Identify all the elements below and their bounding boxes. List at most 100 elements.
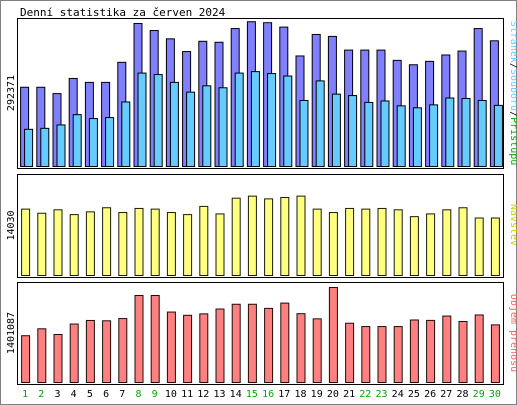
- visits-panel-bar-0-day-17: [280, 196, 290, 277]
- visits-panel-bar-0-day-21: [345, 207, 355, 276]
- day-label-19: 19: [311, 389, 323, 400]
- files-bar-day-10: [169, 81, 179, 167]
- legend-part-0: Stránek: [508, 21, 517, 63]
- files-bar-day-12: [202, 85, 212, 167]
- visits-legend: Návštěv: [508, 204, 517, 246]
- day-label-18: 18: [294, 389, 306, 400]
- chart-title: Denní statistika za červen 2024: [20, 6, 226, 19]
- day-label-11: 11: [181, 389, 193, 400]
- files-bar-day-19: [315, 80, 325, 167]
- day-label-24: 24: [392, 389, 404, 400]
- files-bar-day-1: [24, 128, 34, 167]
- files-bar-day-11: [186, 91, 196, 167]
- hits-files-legend: Stránek/Souborů/Přístupů: [508, 21, 517, 166]
- legend-part-1: /: [508, 63, 517, 69]
- visits-panel-bar-0-day-11: [183, 214, 193, 277]
- visits-panel-bar-0-day-20: [328, 212, 338, 276]
- visits-panel-bar-0-day-15: [247, 195, 257, 276]
- visits-panel-bar-0-day-2: [37, 212, 47, 276]
- files-bar-day-26: [429, 104, 439, 167]
- day-label-22: 22: [359, 389, 371, 400]
- files-bar-day-3: [56, 124, 66, 167]
- day-label-21: 21: [343, 389, 355, 400]
- visits-panel-ymax-label: 14030: [6, 210, 17, 240]
- files-bar-day-6: [105, 117, 115, 167]
- day-label-2: 2: [38, 389, 44, 400]
- day-label-30: 30: [489, 389, 501, 400]
- visits-panel-bar-0-day-9: [150, 208, 160, 277]
- visits-panel-frame: [17, 174, 504, 278]
- kbytes-panel-bar-0-day-6: [102, 320, 112, 384]
- kbytes-panel-bar-0-day-16: [264, 307, 274, 383]
- kbytes-panel-bar-0-day-10: [166, 311, 176, 383]
- day-label-3: 3: [54, 389, 60, 400]
- files-bar-day-24: [396, 105, 406, 167]
- kbytes-panel: 1401087 Objem přenosu: [6, 282, 517, 385]
- legend-part-3: /: [508, 111, 517, 117]
- kbytes-panel-bar-0-day-27: [442, 315, 452, 384]
- hits-panel-frame: [17, 18, 504, 169]
- kbytes-panel-ymax-label: 1401087: [6, 312, 17, 354]
- kbytes-panel-bar-0-day-24: [393, 326, 403, 383]
- visits-panel-bar-0-day-16: [264, 198, 274, 276]
- kbytes-panel-bar-0-day-28: [458, 320, 468, 383]
- files-bar-day-16: [267, 73, 277, 167]
- visits-panel-bar-0-day-3: [53, 209, 63, 277]
- day-label-28: 28: [456, 389, 468, 400]
- kbytes-panel-bar-0-day-1: [21, 335, 31, 384]
- kbytes-panel-bar-0-day-2: [37, 328, 47, 383]
- kbytes-panel-bar-0-day-25: [409, 319, 419, 383]
- visits-panel-bar-0-day-28: [458, 207, 468, 276]
- files-bar-day-29: [477, 99, 487, 167]
- files-bar-day-2: [40, 127, 50, 167]
- files-bar-day-13: [218, 87, 228, 167]
- visits-panel: 14030 Návštěv: [6, 174, 517, 278]
- kbytes-panel-bar-0-day-23: [377, 326, 387, 383]
- visits-panel-bar-0-day-23: [377, 207, 387, 276]
- kbytes-panel-bar-0-day-22: [361, 326, 371, 383]
- day-label-23: 23: [375, 389, 387, 400]
- kbytes-panel-bar-0-day-21: [345, 322, 355, 383]
- visits-panel-bar-0-day-14: [231, 197, 241, 277]
- files-bar-day-17: [283, 75, 293, 167]
- visits-panel-bar-0-day-5: [85, 211, 95, 276]
- day-label-6: 6: [103, 389, 109, 400]
- files-bar-day-4: [72, 114, 82, 168]
- visits-panel-bar-0-day-25: [409, 216, 419, 276]
- kbytes-panel-bar-0-day-4: [69, 323, 79, 383]
- day-label-5: 5: [87, 389, 93, 400]
- visits-panel-bar-0-day-7: [118, 212, 128, 276]
- visits-panel-bar-0-day-26: [426, 213, 436, 277]
- visits-panel-bar-0-day-12: [199, 205, 209, 276]
- files-bar-day-18: [299, 99, 309, 167]
- visits-panel-bar-0-day-29: [474, 217, 484, 276]
- kbytes-panel-bar-0-day-19: [312, 318, 322, 383]
- kbytes-panel-bar-0-day-29: [474, 314, 484, 383]
- visits-panel-bar-0-day-13: [215, 213, 225, 277]
- kbytes-panel-bar-0-day-5: [85, 319, 95, 384]
- files-bar-day-20: [331, 93, 341, 167]
- files-bar-day-27: [445, 97, 455, 167]
- visits-panel-bar-0-day-27: [442, 209, 452, 277]
- day-label-26: 26: [424, 389, 436, 400]
- visits-panel-bar-0-day-19: [312, 208, 322, 277]
- files-bar-day-15: [250, 71, 260, 167]
- kbytes-panel-bar-0-day-11: [183, 314, 193, 384]
- legend-part-4: Přístupů: [508, 117, 517, 165]
- visits-panel-bar-0-day-18: [296, 195, 306, 276]
- day-label-13: 13: [213, 389, 225, 400]
- day-label-20: 20: [327, 389, 339, 400]
- hits-panel-ymax-label: 292371: [6, 75, 17, 111]
- kbytes-panel-bar-0-day-3: [53, 333, 63, 383]
- files-bar-day-28: [461, 98, 471, 167]
- day-label-27: 27: [440, 389, 452, 400]
- files-bar-day-7: [121, 101, 131, 167]
- kbytes-panel-bar-0-day-26: [426, 319, 436, 384]
- kbytes-legend: Objem přenosu: [508, 294, 517, 372]
- day-label-12: 12: [197, 389, 209, 400]
- kbytes-panel-bar-0-day-9: [150, 295, 160, 384]
- visits-panel-bar-0-day-4: [69, 214, 79, 277]
- x-axis-day-labels: 1 2 3 4 5 6 7 8 9 10 11 12 13 14 15 16 17 18 19 20 21 22 23 24 2…: [22, 389, 501, 400]
- day-label-4: 4: [71, 389, 77, 400]
